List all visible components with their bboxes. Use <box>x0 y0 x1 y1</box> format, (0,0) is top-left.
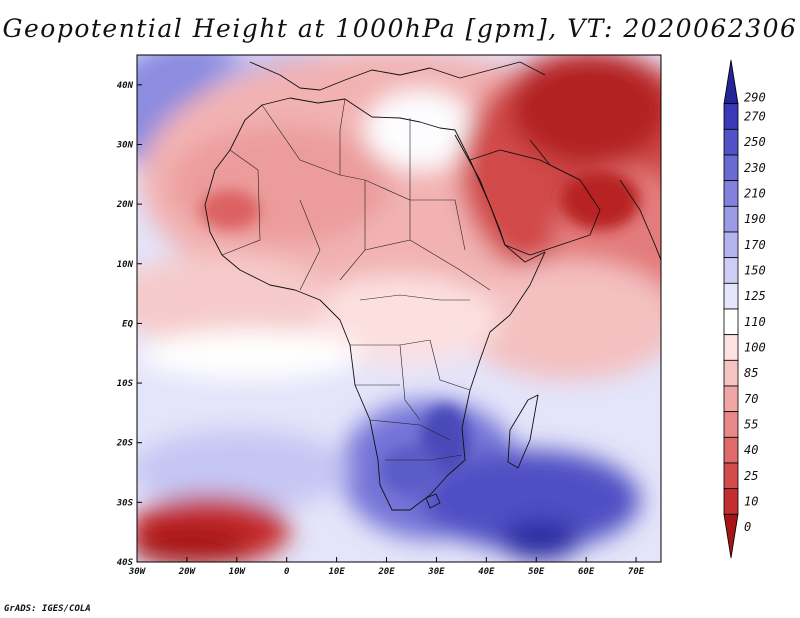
country-borders <box>221 98 491 461</box>
x-tick-label: 20E <box>377 567 395 577</box>
colorbar-label: 150 <box>744 264 766 278</box>
x-tick-label: 10E <box>328 567 345 577</box>
colorbar-label: 170 <box>744 238 766 252</box>
map-title: Geopotential Height at 1000hPa [gpm], VT… <box>2 14 798 43</box>
y-tick-label: 10S <box>117 379 134 389</box>
colorbar-label: 210 <box>744 187 766 201</box>
colorbar-swatch <box>723 231 739 259</box>
colorbar-label: 0 <box>744 520 751 534</box>
y-tick-label: 40S <box>117 558 134 568</box>
colorbar-label: 190 <box>744 212 766 226</box>
colorbar: 2902702502302101901701501251101008570554… <box>723 59 766 559</box>
colorbar-swatch <box>723 59 739 105</box>
colorbar-label: 270 <box>744 110 766 124</box>
colorbar-swatch <box>723 154 739 182</box>
x-tick-label: 0 <box>284 567 290 577</box>
x-tick-label: 60E <box>578 567 595 577</box>
coastlines <box>204 61 661 511</box>
y-tick-label: 20S <box>116 439 134 449</box>
y-tick-label: 20N <box>116 200 134 210</box>
lesotho <box>425 493 441 509</box>
colorbar-swatch <box>723 385 739 413</box>
europe-coast <box>249 61 546 91</box>
colorbar-swatch <box>723 103 739 130</box>
colorbar-swatch <box>723 308 739 336</box>
x-tick-label: 20W <box>178 567 197 577</box>
y-tick-label: 30S <box>116 498 134 508</box>
colorbar-swatch <box>723 411 739 438</box>
x-tick-label: 30E <box>427 567 445 577</box>
colorbar-label: 85 <box>744 366 758 380</box>
colorbar-swatch <box>723 488 739 515</box>
colorbar-label: 70 <box>744 392 758 406</box>
credit-label: GrADS: IGES/COLA <box>4 604 91 614</box>
x-tick-label: 30W <box>128 567 147 577</box>
colorbar-swatch <box>723 359 739 387</box>
colorbar-label: 55 <box>744 418 758 432</box>
colorbar-label: 40 <box>744 443 758 457</box>
height-field <box>137 55 661 562</box>
map-frame <box>136 54 662 563</box>
colorbar-swatch <box>723 282 739 310</box>
y-tick-label: 30N <box>116 140 134 150</box>
red-sea <box>454 134 506 246</box>
colorbar-label: 10 <box>744 495 758 509</box>
colorbar-label: 290 <box>744 91 766 105</box>
madagascar <box>507 394 539 469</box>
x-tick-label: 50E <box>528 567 545 577</box>
india-coast <box>619 179 661 261</box>
y-tick-label: 40N <box>117 81 134 91</box>
y-tick-label: 10N <box>117 260 134 270</box>
arabian-peninsula <box>469 149 601 256</box>
axis-ticks: 30W 20W 10W 0 10E 20E 30E 40E 50E 60E 70E 40N 30N 20N… <box>116 81 645 577</box>
x-tick-label: 70E <box>628 567 645 577</box>
colorbar-swatch <box>723 462 739 490</box>
x-tick-label: 10W <box>229 567 247 577</box>
persian-gulf <box>529 139 581 181</box>
x-tick-label: 40E <box>478 567 495 577</box>
colorbar-swatch <box>723 180 739 207</box>
colorbar-label: 230 <box>744 161 766 175</box>
colorbar-label: 110 <box>744 315 766 329</box>
colorbar-swatch <box>723 436 739 464</box>
colorbar-swatch <box>723 513 739 559</box>
colorbar-label: 250 <box>744 135 766 149</box>
y-tick-label: EQ <box>122 319 133 329</box>
colorbar-swatch <box>723 334 739 361</box>
colorbar-label: 125 <box>744 289 766 303</box>
colorbar-label: 100 <box>744 341 766 355</box>
colorbar-label: 25 <box>744 469 758 483</box>
colorbar-swatch <box>723 205 739 233</box>
colorbar-swatch <box>723 257 739 284</box>
colorbar-swatch <box>723 128 739 156</box>
africa-coast <box>204 97 546 511</box>
